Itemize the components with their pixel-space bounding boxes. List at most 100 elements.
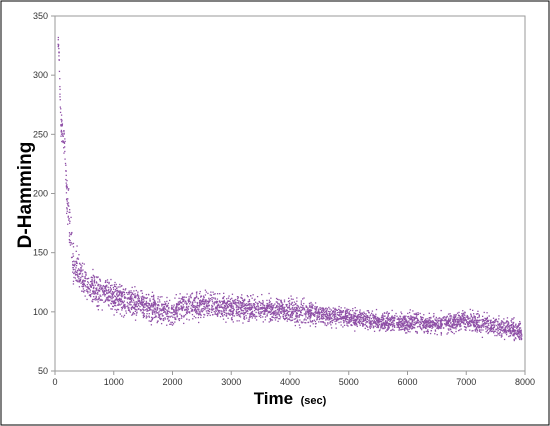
data-point [358,322,361,325]
data-point [440,321,442,323]
data-point [109,299,111,301]
data-point [340,313,343,316]
data-point [498,315,500,317]
data-point [201,301,204,303]
data-point [99,278,101,280]
data-point [369,320,371,322]
data-point [91,293,93,295]
data-point [338,308,340,310]
data-point [194,305,196,307]
data-point [206,314,209,317]
data-point [389,320,391,323]
data-point [66,198,68,200]
data-point [423,323,425,325]
data-point [431,323,434,325]
data-point [116,311,118,313]
data-point [518,338,521,341]
data-point [77,280,79,283]
data-point [181,308,183,311]
data-point [397,325,399,327]
data-point [486,319,489,321]
data-point [170,323,172,325]
data-point [478,314,480,316]
data-point [309,320,312,322]
data-point [102,284,104,287]
data-point [192,318,194,320]
data-point [85,286,87,288]
data-point [489,330,491,333]
data-point [262,304,264,306]
data-point [402,322,404,324]
data-point [146,310,148,312]
data-point [510,320,512,322]
data-point [520,338,522,341]
data-point [249,309,251,311]
data-point [143,298,145,300]
data-point [60,114,63,116]
data-point [437,324,439,327]
data-point [487,326,489,329]
data-point [302,298,304,300]
data-point [413,313,415,315]
data-point [513,335,515,337]
y-tick-label: 150 [33,248,48,258]
data-point [519,334,521,337]
data-point [263,306,265,309]
data-point [515,332,517,334]
data-point [225,308,227,310]
data-point [434,324,436,327]
data-point [323,311,325,313]
data-point [291,307,293,309]
data-point [471,321,473,323]
data-point [121,307,124,310]
data-point [404,332,407,334]
data-point [209,314,211,317]
data-point [470,321,473,323]
data-point [375,318,377,320]
data-point [135,289,137,292]
data-point [241,304,243,306]
data-point [510,323,513,326]
data-point [267,312,270,314]
data-point [330,309,333,311]
data-point [69,220,71,222]
data-point [152,298,154,300]
data-point [350,319,353,321]
data-point [215,302,218,304]
data-point [89,294,92,297]
data-point [507,321,509,323]
data-point [404,321,406,323]
data-point [175,311,177,313]
data-point [334,313,336,316]
data-point [96,287,98,289]
data-point [112,293,114,296]
data-point [119,299,121,302]
data-point [216,308,218,310]
data-point [260,314,262,317]
data-point [203,316,205,318]
data-point [463,323,465,325]
data-point [178,308,181,311]
data-point [123,293,126,296]
data-point [198,292,201,295]
data-point [153,311,155,314]
data-point [300,309,303,311]
data-point [366,315,369,317]
data-point [421,329,423,331]
data-point [134,304,136,307]
data-point [275,309,277,312]
data-point [352,308,354,310]
data-point [472,316,474,319]
data-point [62,141,64,144]
data-point [408,324,410,326]
data-point [394,326,396,328]
data-point [281,308,283,310]
data-point [178,306,180,309]
data-point [471,318,474,320]
data-point [520,333,523,336]
data-point [231,312,234,314]
data-point [416,314,418,316]
data-point [69,222,71,224]
data-point [89,289,92,291]
data-point [520,331,522,333]
